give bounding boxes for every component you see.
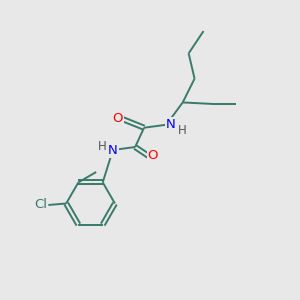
Text: O: O xyxy=(148,149,158,162)
Text: N: N xyxy=(108,143,118,157)
Text: H: H xyxy=(178,124,187,137)
Text: O: O xyxy=(112,112,123,125)
Text: H: H xyxy=(98,140,107,153)
Text: N: N xyxy=(166,118,176,131)
Text: Cl: Cl xyxy=(34,199,47,212)
